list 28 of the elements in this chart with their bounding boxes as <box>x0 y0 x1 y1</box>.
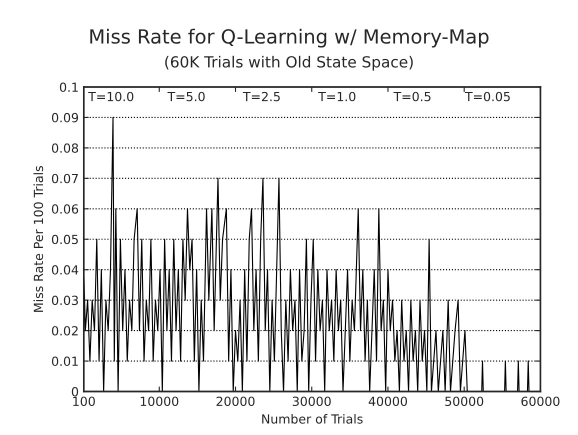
annotation: T=1.0 <box>318 92 356 102</box>
y-tick-label: 0 <box>72 386 78 396</box>
y-tick-label: 0.08 <box>52 143 78 153</box>
y-axis-title: Miss Rate Per 100 Trials <box>33 166 44 312</box>
x-tick-label: 50000 <box>445 396 484 406</box>
chart-title: Miss Rate for Q-Learning w/ Memory-Map <box>90 28 489 48</box>
x-tick-label: 10000 <box>140 396 178 406</box>
annotation: T=5.0 <box>168 92 205 102</box>
y-tick-label: 0.03 <box>52 296 78 306</box>
chart-subtitle: (60K Trials with Old State Space) <box>165 56 413 71</box>
y-tick-label: 0.1 <box>60 82 78 92</box>
annotation: T=0.5 <box>394 92 430 102</box>
y-tick-label: 0.04 <box>52 265 78 275</box>
x-tick-label: 60000 <box>521 396 560 406</box>
annotation: T=10.0 <box>88 92 134 102</box>
y-tick-label: 0.05 <box>52 234 78 244</box>
x-axis-title: Number of Trials <box>262 414 363 424</box>
y-tick-label: 0.01 <box>52 356 78 366</box>
annotation: T=2.5 <box>242 92 280 102</box>
y-tick-label: 0.02 <box>52 326 78 336</box>
y-tick-label: 0.07 <box>52 174 78 184</box>
annotation: T=0.05 <box>464 92 510 102</box>
x-tick-label: 20000 <box>216 396 255 406</box>
x-tick-label: 100 <box>73 396 95 406</box>
y-tick-label: 0.06 <box>52 204 78 214</box>
y-tick-label: 0.09 <box>52 112 78 122</box>
x-tick-label: 30000 <box>292 396 331 406</box>
x-tick-label: 40000 <box>368 396 408 406</box>
